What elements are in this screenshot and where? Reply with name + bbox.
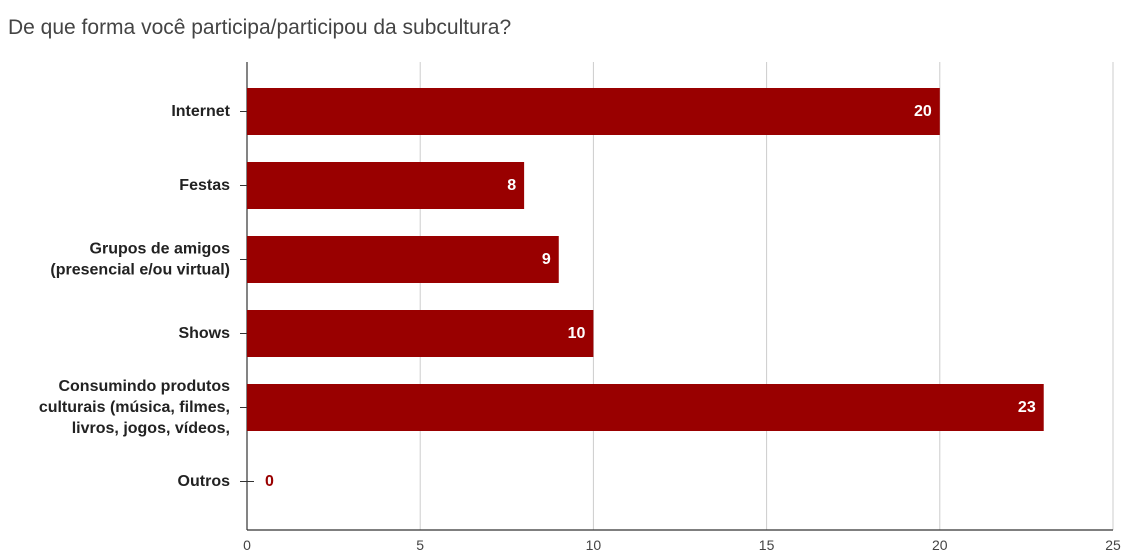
category-label-3: Shows	[178, 325, 230, 342]
category-label-1: Festas	[179, 177, 230, 194]
x-tick-label-0: 0	[243, 537, 251, 551]
chart-title: De que forma você participa/participou d…	[8, 16, 512, 39]
x-tick-label-1: 5	[416, 537, 424, 551]
bar-1	[247, 162, 525, 209]
data-label-5: 0	[265, 473, 274, 490]
bar-4	[247, 384, 1044, 431]
x-tick-label-4: 20	[932, 537, 948, 551]
category-label-5: Outros	[178, 473, 231, 490]
category-label-4: Consumindo produtos culturais (música, fi…	[39, 378, 230, 437]
bar-2	[247, 236, 559, 283]
category-label-0: Internet	[171, 103, 230, 120]
data-label-2: 9	[542, 251, 551, 268]
category-label-2: Grupos de amigos (presencial e/ou virtual…	[50, 241, 230, 279]
data-label-3: 10	[568, 325, 586, 342]
x-tick-label-5: 25	[1105, 537, 1121, 551]
bar-0	[247, 88, 940, 135]
x-tick-label-3: 15	[759, 537, 775, 551]
x-tick-label-2: 10	[586, 537, 602, 551]
data-label-4: 23	[1018, 399, 1036, 416]
data-label-1: 8	[507, 177, 516, 194]
bar-3	[247, 310, 594, 357]
data-label-0: 20	[914, 103, 932, 120]
